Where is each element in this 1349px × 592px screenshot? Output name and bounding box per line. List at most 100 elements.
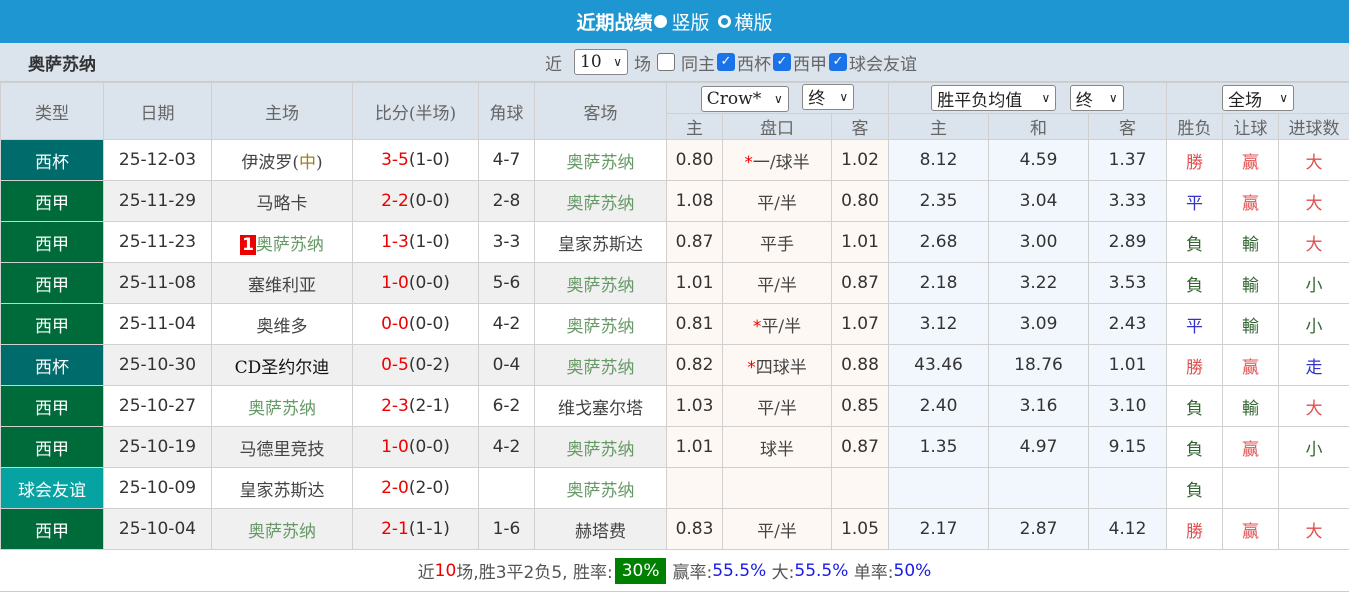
half-score: (0-0) xyxy=(409,273,450,293)
score-cell[interactable]: 1-3(1-0) xyxy=(353,222,479,263)
col-away: 客场 xyxy=(535,83,667,140)
final-value-1: 终 xyxy=(808,84,825,109)
corner: 3-3 xyxy=(479,222,535,263)
away-cell[interactable]: 维戈塞尔塔 xyxy=(535,386,667,427)
match-date: 25-11-08 xyxy=(104,263,212,304)
result-handicap: 赢 xyxy=(1223,181,1279,222)
euro-away: 1.37 xyxy=(1089,140,1167,181)
score: 1-3 xyxy=(381,232,409,252)
final-select-1[interactable]: 终∨ xyxy=(802,84,854,110)
result-wl: 勝 xyxy=(1167,140,1223,181)
result-goals: 小 xyxy=(1279,263,1349,304)
away-cell[interactable]: 皇家苏斯达 xyxy=(535,222,667,263)
match-date: 25-10-30 xyxy=(104,345,212,386)
result-handicap xyxy=(1223,468,1279,509)
check-label-friendly: 球会友谊 xyxy=(849,50,917,75)
company-select[interactable]: Crow*∨ xyxy=(701,86,789,112)
score-cell[interactable]: 0-5(0-2) xyxy=(353,345,479,386)
handicap-away-odds: 0.85 xyxy=(832,386,889,427)
away-cell[interactable]: 奥萨苏纳 xyxy=(535,140,667,181)
corner: 4-2 xyxy=(479,304,535,345)
euro-away: 3.53 xyxy=(1089,263,1167,304)
radio-horizontal[interactable] xyxy=(718,15,731,28)
away-team: 奥萨苏纳 xyxy=(567,440,635,460)
final-value-2: 终 xyxy=(1076,86,1093,111)
handicap-header: Crow*∨ 终∨ xyxy=(667,83,889,114)
home-cell[interactable]: CD圣约尔迪 xyxy=(212,345,353,386)
score-cell[interactable]: 2-2(0-0) xyxy=(353,181,479,222)
score-cell[interactable]: 2-1(1-1) xyxy=(353,509,479,550)
score-cell[interactable]: 1-0(0-0) xyxy=(353,427,479,468)
col-home: 主场 xyxy=(212,83,353,140)
vertical-label[interactable]: 竖版 xyxy=(671,8,709,35)
score-cell[interactable]: 1-0(0-0) xyxy=(353,263,479,304)
count-value: 10 xyxy=(580,52,602,72)
home-team: 马德里竞技 xyxy=(240,440,325,460)
away-cell[interactable]: 奥萨苏纳 xyxy=(535,304,667,345)
match-type[interactable]: 西甲 xyxy=(1,263,104,304)
handicap-home-odds: 1.08 xyxy=(667,181,723,222)
match-type[interactable]: 西甲 xyxy=(1,181,104,222)
home-cell[interactable]: 奥维多 xyxy=(212,304,353,345)
away-team: 赫塔费 xyxy=(575,522,626,542)
checkbox-xibei[interactable]: ✓ xyxy=(717,53,735,71)
home-team: 马略卡 xyxy=(257,194,308,214)
handicap-line: 平/半 xyxy=(761,317,801,337)
away-cell[interactable]: 奥萨苏纳 xyxy=(535,181,667,222)
match-type[interactable]: 西甲 xyxy=(1,386,104,427)
handicap-line-cell: *四球半 xyxy=(723,345,832,386)
radio-vertical[interactable] xyxy=(654,15,667,28)
home-cell[interactable]: 奥萨苏纳 xyxy=(212,386,353,427)
home-cell[interactable]: 皇家苏斯达 xyxy=(212,468,353,509)
euro-draw: 3.09 xyxy=(989,304,1089,345)
summary-record: 场,胜3平2负5, 胜率: xyxy=(456,558,612,583)
match-type[interactable]: 西杯 xyxy=(1,140,104,181)
match-type[interactable]: 西甲 xyxy=(1,509,104,550)
euro-away xyxy=(1089,468,1167,509)
home-cell[interactable]: 奥萨苏纳 xyxy=(212,509,353,550)
results-table: 类型 日期 主场 比分(半场) 角球 客场 Crow*∨ 终∨ 胜平负均值∨ 终… xyxy=(0,82,1349,550)
score-cell[interactable]: 3-5(1-0) xyxy=(353,140,479,181)
same-home-checkbox[interactable] xyxy=(657,53,675,71)
home-cell[interactable]: 马德里竞技 xyxy=(212,427,353,468)
home-cell[interactable]: 塞维利亚 xyxy=(212,263,353,304)
match-type[interactable]: 西杯 xyxy=(1,345,104,386)
result-goals: 大 xyxy=(1279,509,1349,550)
score: 1-0 xyxy=(381,273,409,293)
match-type[interactable]: 西甲 xyxy=(1,222,104,263)
away-cell[interactable]: 奥萨苏纳 xyxy=(535,427,667,468)
match-type[interactable]: 球会友谊 xyxy=(1,468,104,509)
handicap-home-odds: 0.82 xyxy=(667,345,723,386)
corner: 6-2 xyxy=(479,386,535,427)
result-wl: 平 xyxy=(1167,304,1223,345)
score-cell[interactable]: 2-0(2-0) xyxy=(353,468,479,509)
col-r-wl: 胜负 xyxy=(1167,114,1223,140)
col-r-goals: 进球数 xyxy=(1279,114,1349,140)
avg-select[interactable]: 胜平负均值∨ xyxy=(931,85,1056,111)
home-cell[interactable]: 伊波罗(中) xyxy=(212,140,353,181)
final-select-2[interactable]: 终∨ xyxy=(1070,85,1124,111)
odd-rate: 50% xyxy=(894,561,932,581)
horizontal-label[interactable]: 横版 xyxy=(735,8,773,35)
home-cell[interactable]: 马略卡 xyxy=(212,181,353,222)
match-type[interactable]: 西甲 xyxy=(1,427,104,468)
score-cell[interactable]: 0-0(0-0) xyxy=(353,304,479,345)
col-h-away: 客 xyxy=(832,114,889,140)
score-cell[interactable]: 2-3(2-1) xyxy=(353,386,479,427)
home-team: 塞维利亚 xyxy=(248,276,316,296)
match-type[interactable]: 西甲 xyxy=(1,304,104,345)
count-select[interactable]: 10∨ xyxy=(574,49,628,75)
checkbox-friendly[interactable]: ✓ xyxy=(829,53,847,71)
half-score: (2-0) xyxy=(409,478,450,498)
away-cell[interactable]: 奥萨苏纳 xyxy=(535,468,667,509)
away-cell[interactable]: 赫塔费 xyxy=(535,509,667,550)
result-wl: 負 xyxy=(1167,468,1223,509)
handicap-line-cell: 平/半 xyxy=(723,263,832,304)
away-cell[interactable]: 奥萨苏纳 xyxy=(535,345,667,386)
checkbox-xijia[interactable]: ✓ xyxy=(773,53,791,71)
period-select[interactable]: 全场∨ xyxy=(1222,85,1294,111)
away-cell[interactable]: 奥萨苏纳 xyxy=(535,263,667,304)
